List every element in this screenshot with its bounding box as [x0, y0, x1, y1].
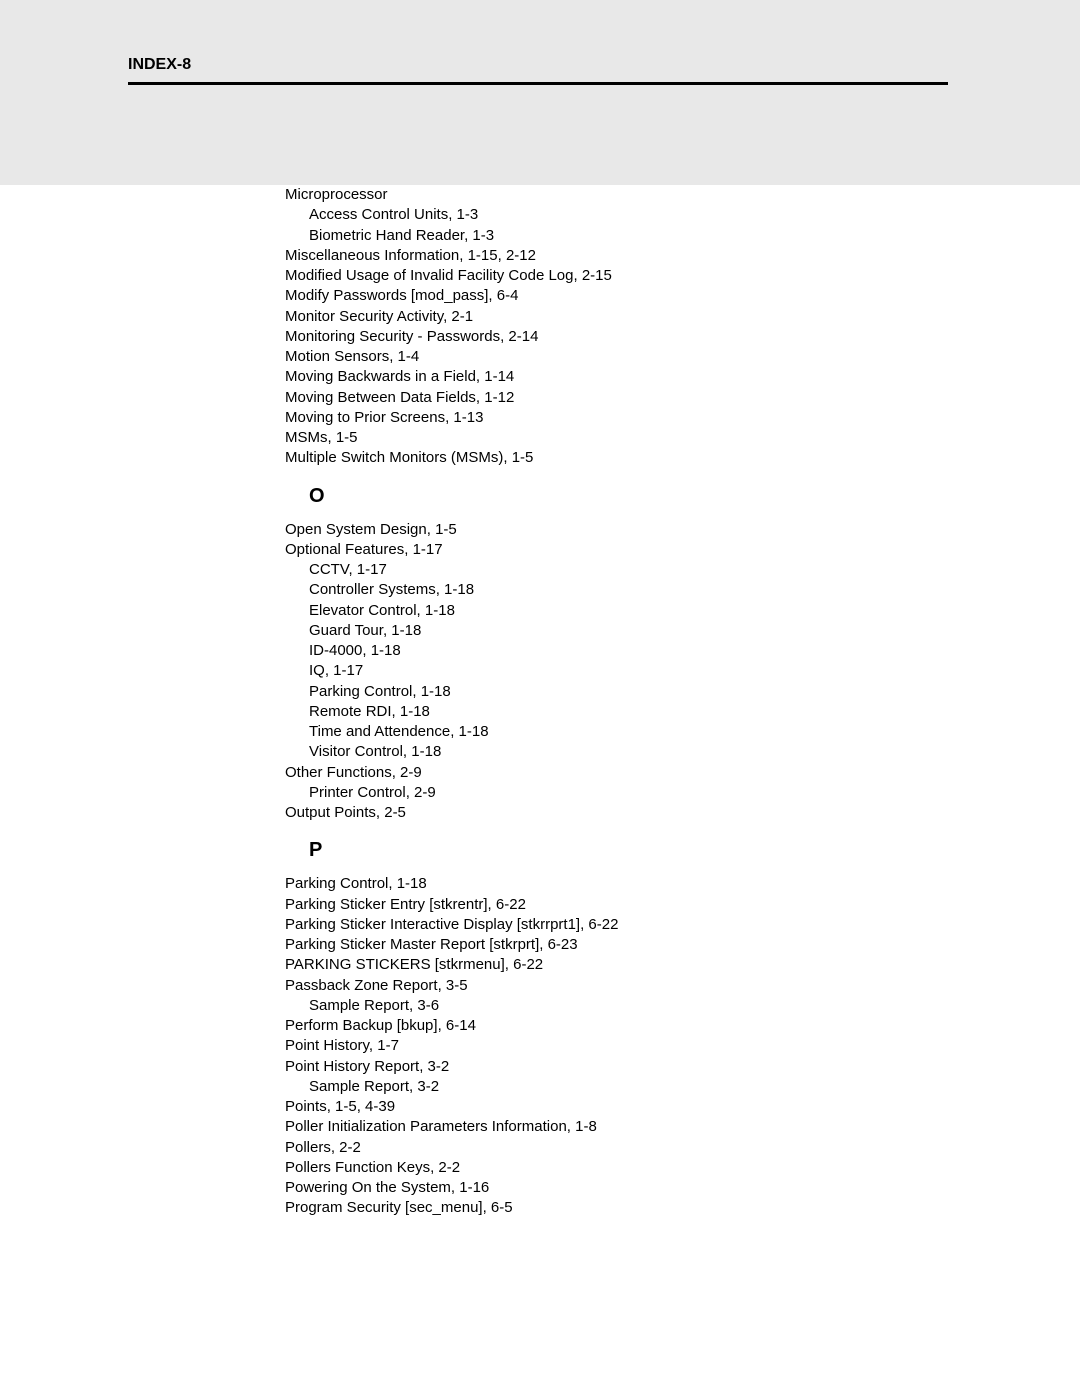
index-entry: Parking Sticker Entry [stkrentr], 6-22 — [285, 895, 945, 915]
index-entry: Moving to Prior Screens, 1-13 — [285, 408, 945, 428]
index-content: MicroprocessorAccess Control Units, 1-3B… — [285, 185, 945, 1219]
index-entry: Sample Report, 3-2 — [285, 1077, 945, 1097]
index-entry: Remote RDI, 1-18 — [285, 702, 945, 722]
index-entry: Poller Initialization Parameters Informa… — [285, 1117, 945, 1137]
index-entry: Biometric Hand Reader, 1-3 — [285, 226, 945, 246]
index-entry: Points, 1-5, 4-39 — [285, 1097, 945, 1117]
index-entry: Parking Sticker Master Report [stkrprt],… — [285, 935, 945, 955]
index-entry: CCTV, 1-17 — [285, 560, 945, 580]
index-entry: Monitoring Security - Passwords, 2-14 — [285, 327, 945, 347]
index-entry: Parking Sticker Interactive Display [stk… — [285, 915, 945, 935]
index-entry: Modify Passwords [mod_pass], 6-4 — [285, 286, 945, 306]
index-entry: Point History Report, 3-2 — [285, 1057, 945, 1077]
index-entry: Controller Systems, 1-18 — [285, 580, 945, 600]
index-entry: Pollers, 2-2 — [285, 1138, 945, 1158]
index-entry: Open System Design, 1-5 — [285, 520, 945, 540]
index-entry: Guard Tour, 1-18 — [285, 621, 945, 641]
index-entry: Access Control Units, 1-3 — [285, 205, 945, 225]
index-entry: Parking Control, 1-18 — [285, 682, 945, 702]
index-entry: Visitor Control, 1-18 — [285, 742, 945, 762]
index-entry: Output Points, 2-5 — [285, 803, 945, 823]
index-entry: Sample Report, 3-6 — [285, 996, 945, 1016]
index-entry: Multiple Switch Monitors (MSMs), 1-5 — [285, 448, 945, 468]
page-header: INDEX-8 — [128, 56, 191, 74]
index-entry: Microprocessor — [285, 185, 945, 205]
index-entry: Time and Attendence, 1-18 — [285, 722, 945, 742]
index-entry: Motion Sensors, 1-4 — [285, 347, 945, 367]
header-band — [0, 0, 1080, 185]
index-entry: Other Functions, 2-9 — [285, 763, 945, 783]
index-entry: Elevator Control, 1-18 — [285, 601, 945, 621]
index-entry: Moving Between Data Fields, 1-12 — [285, 388, 945, 408]
index-entry: Point History, 1-7 — [285, 1036, 945, 1056]
index-entry: Monitor Security Activity, 2-1 — [285, 307, 945, 327]
index-entry: Miscellaneous Information, 1-15, 2-12 — [285, 246, 945, 266]
index-entry: MSMs, 1-5 — [285, 428, 945, 448]
index-entry: Modified Usage of Invalid Facility Code … — [285, 266, 945, 286]
index-entry: Program Security [sec_menu], 6-5 — [285, 1198, 945, 1218]
header-rule — [128, 82, 948, 85]
index-letter-heading: O — [285, 483, 945, 510]
index-entry: ID-4000, 1-18 — [285, 641, 945, 661]
index-entry: Perform Backup [bkup], 6-14 — [285, 1016, 945, 1036]
index-entry: Moving Backwards in a Field, 1-14 — [285, 367, 945, 387]
index-entry: PARKING STICKERS [stkrmenu], 6-22 — [285, 955, 945, 975]
index-entry: IQ, 1-17 — [285, 661, 945, 681]
index-entry: Parking Control, 1-18 — [285, 874, 945, 894]
index-entry: Optional Features, 1-17 — [285, 540, 945, 560]
index-entry: Printer Control, 2-9 — [285, 783, 945, 803]
index-entry: Pollers Function Keys, 2-2 — [285, 1158, 945, 1178]
index-letter-heading: P — [285, 837, 945, 864]
index-entry: Powering On the System, 1-16 — [285, 1178, 945, 1198]
index-entry: Passback Zone Report, 3-5 — [285, 976, 945, 996]
